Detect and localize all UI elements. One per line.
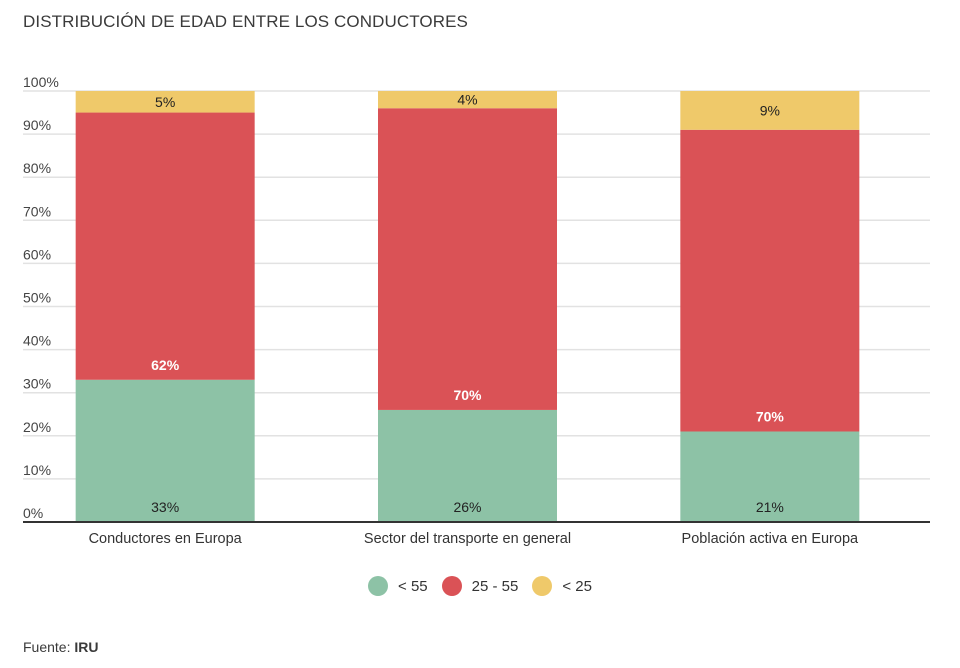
legend-item: < 55: [368, 576, 428, 596]
data-label: 21%: [756, 499, 784, 515]
stacked-bar-chart: 0% 10% 20% 30% 40% 50% 60% 70% 80% 90% 100% 33% 62%…: [23, 74, 930, 547]
y-tick-label: 20%: [23, 419, 51, 435]
y-tick-label: 0%: [23, 505, 43, 521]
data-label: 33%: [151, 499, 179, 515]
y-tick-label: 70%: [23, 203, 51, 219]
legend-label: 25 - 55: [471, 577, 519, 595]
y-tick-label: 50%: [23, 290, 51, 306]
source-prefix: Fuente:: [23, 639, 71, 655]
y-tick-label: 90%: [23, 117, 51, 133]
data-label: 5%: [155, 94, 175, 110]
bar-segment: [680, 129, 860, 432]
chart-title: DISTRIBUCIÓN DE EDAD ENTRE LOS CONDUCTOR…: [23, 12, 468, 31]
y-tick-label: 40%: [23, 333, 51, 349]
bar-segment: [75, 91, 255, 113]
y-tick-label: 80%: [23, 160, 51, 176]
legend-swatch: [441, 576, 462, 596]
x-axis-ticks: Conductores en Europa Sector del transpor…: [89, 531, 859, 547]
y-axis-ticks: 0% 10% 20% 30% 40% 50% 60% 70% 80% 90% 100%: [23, 74, 59, 521]
bar-segment: [75, 112, 255, 380]
bar-segment: [75, 379, 255, 522]
legend-swatch: [532, 576, 553, 596]
source-name: IRU: [74, 639, 99, 655]
legend: < 55 25 - 55 < 25: [0, 576, 960, 596]
legend-swatch: [368, 576, 389, 596]
bar-segment: [378, 108, 557, 410]
legend-label: < 25: [562, 577, 592, 595]
legend-label: < 55: [398, 577, 428, 595]
data-label: 26%: [453, 499, 481, 515]
bar-segment: [680, 91, 860, 130]
data-labels: 33% 62% 5% 26% 70% 4% 21% 70% 9%: [151, 92, 784, 515]
y-tick-label: 60%: [23, 246, 51, 262]
y-tick-label: 10%: [23, 462, 51, 478]
bar-segment: [680, 431, 860, 522]
data-label: 9%: [760, 102, 780, 118]
x-tick-label: Conductores en Europa: [89, 531, 243, 547]
x-tick-label: Sector del transporte en general: [364, 531, 571, 547]
bar-segment: [378, 91, 557, 109]
data-label: 70%: [756, 408, 785, 424]
data-label: 4%: [457, 92, 477, 108]
source-note: Fuente: IRU: [23, 639, 99, 655]
x-tick-label: Población activa en Europa: [682, 531, 859, 547]
bars: [75, 91, 860, 522]
data-label: 70%: [453, 387, 482, 403]
legend-item: < 25: [532, 576, 592, 596]
legend-item: 25 - 55: [441, 576, 519, 596]
bar-segment: [378, 409, 557, 522]
data-label: 62%: [151, 357, 180, 373]
y-tick-label: 100%: [23, 74, 59, 90]
y-tick-label: 30%: [23, 376, 51, 392]
